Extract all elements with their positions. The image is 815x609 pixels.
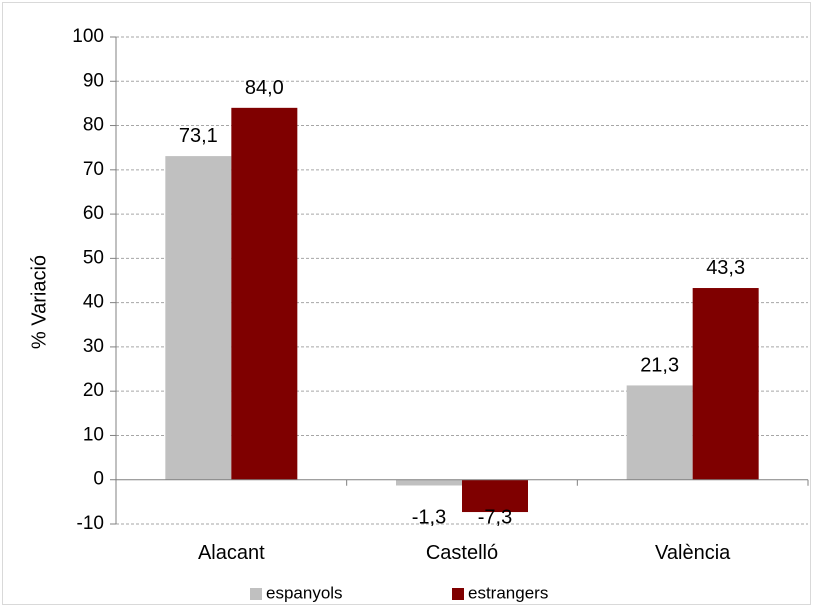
y-tick-label: 20 bbox=[83, 380, 104, 401]
data-label: 43,3 bbox=[706, 257, 745, 279]
y-tick-label: 30 bbox=[83, 336, 104, 357]
data-label: 73,1 bbox=[179, 125, 218, 147]
y-tick-label: 90 bbox=[83, 70, 104, 91]
y-tick-label: 60 bbox=[83, 203, 104, 224]
bar-espanyols-1 bbox=[165, 156, 232, 480]
axes bbox=[110, 36, 809, 525]
x-category-label: Alacant bbox=[198, 542, 265, 564]
bar-espanyols-3 bbox=[626, 385, 693, 480]
y-axis-title: % Variació bbox=[28, 255, 50, 349]
y-tick-label: 100 bbox=[72, 26, 104, 47]
bar-estrangers-1 bbox=[231, 107, 298, 480]
bar-espanyols-2 bbox=[396, 479, 462, 486]
data-label: 21,3 bbox=[640, 354, 679, 376]
legend-swatch-estrangers bbox=[452, 588, 464, 600]
x-category-label: Castelló bbox=[426, 542, 498, 564]
legend-swatch-espanyols bbox=[250, 588, 262, 600]
legend-label-espanyols: espanyols bbox=[266, 583, 343, 602]
x-category-label: València bbox=[655, 542, 731, 564]
bar-estrangers-3 bbox=[692, 288, 759, 480]
y-tick-label: 70 bbox=[83, 159, 104, 180]
y-tick-label: 0 bbox=[93, 469, 104, 490]
bars bbox=[165, 107, 759, 513]
data-label: 84,0 bbox=[245, 77, 284, 99]
data-label: -1,3 bbox=[412, 507, 446, 529]
y-tick-label: 40 bbox=[83, 292, 104, 313]
legend-label-estrangers: estrangers bbox=[468, 583, 548, 602]
y-tick-label: 80 bbox=[83, 115, 104, 136]
y-tick-label: 10 bbox=[83, 424, 104, 445]
data-label: -7,3 bbox=[478, 507, 512, 529]
bar-estrangers-2 bbox=[462, 479, 528, 513]
y-tick-label: -10 bbox=[77, 513, 104, 534]
labels: -10 0 10 20 30 40 50 60 70 80 90 100 73,1 84,0 Alacant… bbox=[72, 26, 745, 564]
y-tick-label: 50 bbox=[83, 247, 104, 268]
legend: espanyols estrangers bbox=[250, 583, 548, 602]
